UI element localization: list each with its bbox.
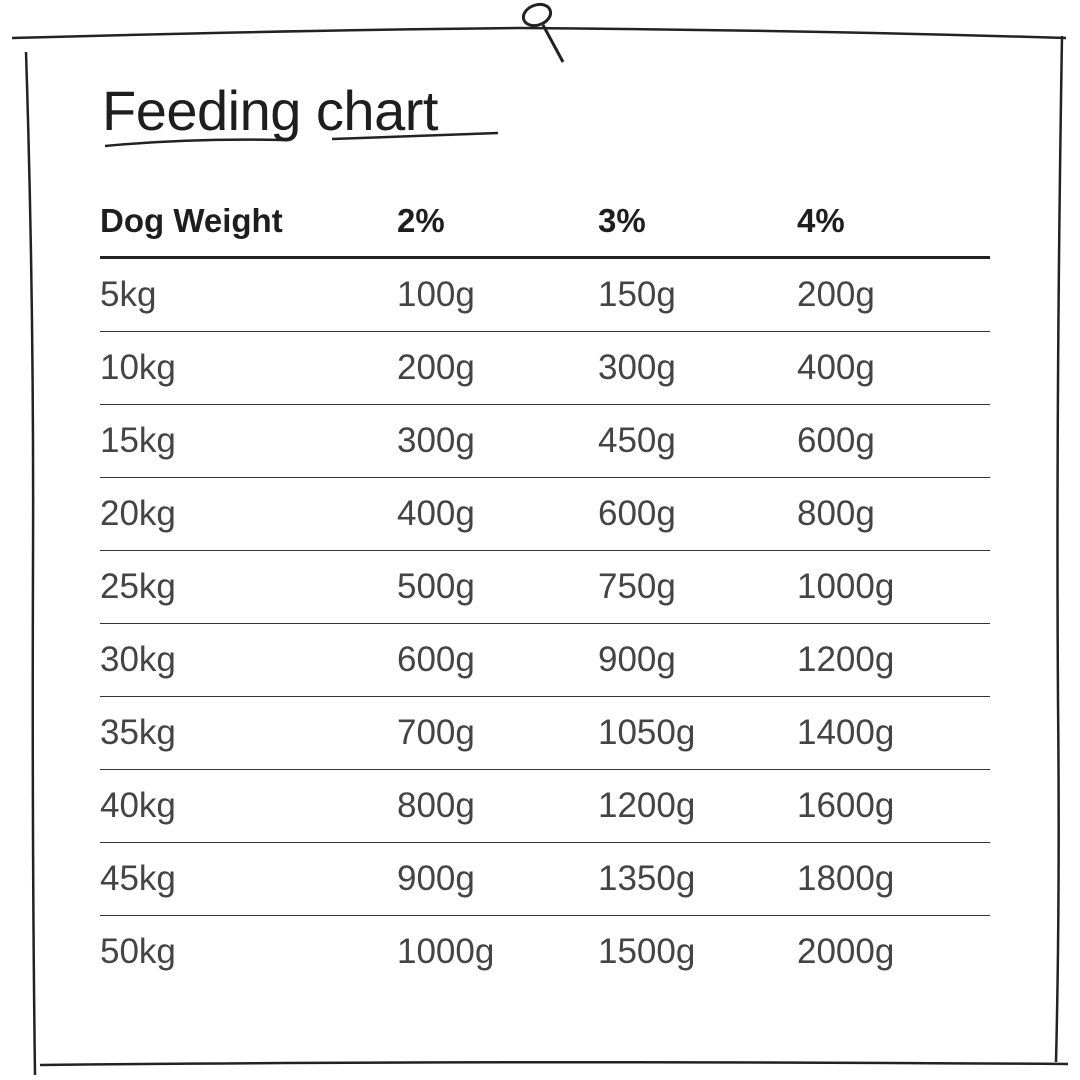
cell-3-percent: 150g <box>598 257 797 332</box>
cell-3-percent: 900g <box>598 623 797 697</box>
table-row: 15kg 300g 450g 600g <box>100 404 990 478</box>
cell-3-percent: 1500g <box>598 932 696 971</box>
cell-4-percent: 200g <box>797 257 990 332</box>
cell-2-percent: 900g <box>397 842 598 916</box>
cell-3-percent: 600g <box>598 477 797 551</box>
cell-2-percent: 200g <box>397 331 598 405</box>
table-row: 35kg 700g 1050g 1400g <box>100 696 990 770</box>
table-row: 40kg 800g 1200g 1600g <box>100 769 990 843</box>
table-row: 5kg 100g 150g 200g <box>100 257 990 332</box>
frame-left-line <box>24 51 37 1076</box>
cell-weight: 35kg <box>100 696 397 770</box>
page-title: Feeding chart <box>102 79 438 142</box>
cell-3-percent: 1350g <box>598 842 797 916</box>
feeding-table: Dog Weight 2% 3% 4% 5kg 100g 150g 200g 10kg 2… <box>100 186 990 988</box>
cell-3-percent: 450g <box>598 404 797 478</box>
cell-weight: 25kg <box>100 550 397 624</box>
cell-2-percent: 300g <box>397 404 598 478</box>
title-underline-1 <box>104 138 283 148</box>
cell-4-percent: 1000g <box>797 550 990 624</box>
cell-weight: 15kg <box>100 404 397 478</box>
table-row: 10kg 200g 300g 400g <box>100 331 990 405</box>
cell-weight: 30kg <box>100 623 397 697</box>
cell-weight: 50kg <box>100 932 176 971</box>
cell-3-percent: 750g <box>598 550 797 624</box>
cell-4-percent: 600g <box>797 404 990 478</box>
cell-3-percent: 300g <box>598 331 797 405</box>
cell-weight: 5kg <box>100 257 397 332</box>
title-underline-2 <box>331 131 499 141</box>
cell-2-percent: 600g <box>397 623 598 697</box>
cell-4-percent: 2000g <box>797 932 895 971</box>
frame-top-line <box>11 26 1067 40</box>
cell-2-percent: 500g <box>397 550 598 624</box>
cell-weight: 10kg <box>100 331 397 405</box>
pin-icon <box>521 2 565 63</box>
table-row: 30kg 600g 900g 1200g <box>100 623 990 697</box>
cell-2-percent: 400g <box>397 477 598 551</box>
header-3-percent: 3% <box>598 186 797 259</box>
cell-2-percent: 800g <box>397 769 598 843</box>
header-dog-weight: Dog Weight <box>100 186 397 259</box>
cell-4-percent: 1400g <box>797 696 990 770</box>
cell-weight: 40kg <box>100 769 397 843</box>
cell-4-percent: 1800g <box>797 842 990 916</box>
cell-3-percent: 1200g <box>598 769 797 843</box>
cell-4-percent: 1600g <box>797 769 990 843</box>
cell-3-percent: 1050g <box>598 696 797 770</box>
cell-2-percent: 700g <box>397 696 598 770</box>
header-2-percent: 2% <box>397 186 598 259</box>
header-4-percent: 4% <box>797 186 990 259</box>
header-row: Dog Weight 2% 3% 4% <box>100 186 990 259</box>
table-row: 20kg 400g 600g 800g <box>100 477 990 551</box>
cell-weight: 20kg <box>100 477 397 551</box>
cell-2-percent: 1000g <box>397 932 495 971</box>
cell-4-percent: 400g <box>797 331 990 405</box>
table-row: 45kg 900g 1350g 1800g <box>100 842 990 916</box>
cell-2-percent: 100g <box>397 257 598 332</box>
cell-4-percent: 800g <box>797 477 990 551</box>
cell-weight: 45kg <box>100 842 397 916</box>
cell-4-percent: 1200g <box>797 623 990 697</box>
frame-right-line <box>1054 35 1064 1063</box>
frame-bottom-line <box>39 1060 1069 1067</box>
table-row: 25kg 500g 750g 1000g <box>100 550 990 624</box>
table-row: 50kg 1000g 1500g 2000g <box>100 916 990 989</box>
